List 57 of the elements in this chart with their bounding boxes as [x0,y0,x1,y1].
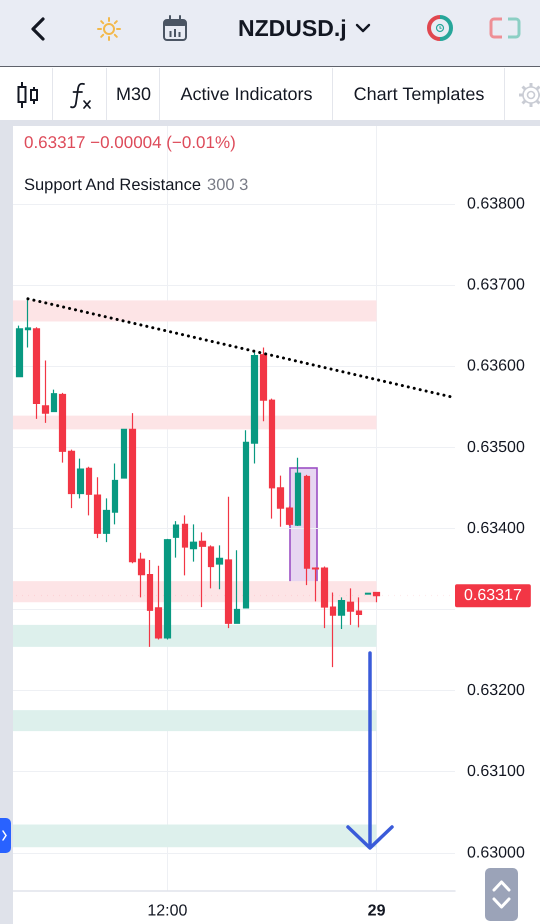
x-tick-label: 29 [368,902,386,920]
candlestick [24,298,32,348]
y-tick-label: 0.63600 [467,358,525,375]
candlestick [146,559,154,648]
candlestick [208,544,214,590]
candlestick [172,520,180,558]
text: Chart Templates [333,68,505,120]
candlestick [312,566,320,602]
candlestick [224,496,232,629]
candlestick [16,324,24,378]
candlestick [32,326,40,420]
y-tick-label: 0.63100 [467,763,525,780]
chart-subtitle: 0.63317 −0.00004 (−0.01%) [24,133,236,153]
candlestick [76,458,84,499]
y-tick-label: 0.63500 [467,438,525,456]
y-tick-label: 0.63700 [467,276,525,294]
candlestick [346,588,354,626]
y-tick-label: 0.63400 [467,520,525,537]
text: M30 [107,68,160,120]
candlestick [182,514,188,576]
candlestick [138,552,146,598]
candlestick [164,538,172,640]
candlestick [338,596,346,630]
candlestick [68,449,76,509]
ref-line-label: 0.63317 [464,587,522,604]
x-tick-label: 12:00 [147,902,188,920]
candlestick [50,389,58,412]
chart-title: NZDUSD.j [238,14,347,42]
candlestick [102,498,110,543]
candlestick [198,532,206,608]
candlestick [128,412,136,564]
candlestick [330,592,336,668]
candlestick [94,476,102,539]
candlestick [260,346,268,422]
y-tick-label: 0.63800 [467,195,525,212]
candlestick [372,592,380,603]
candlestick [42,360,50,424]
candlestick [112,462,118,525]
candlestick [190,524,198,562]
annotation: 300 3 [207,176,248,194]
candlestick [234,550,240,624]
candlestick [304,474,310,586]
candlestick [120,428,128,479]
candlestick [86,466,92,516]
candlestick [294,457,302,527]
annotation: Support And Resistance [24,176,202,194]
text: Active Indicators [160,68,333,120]
candlestick [242,430,250,608]
y-tick-label: 0.63000 [467,844,525,862]
candlestick [286,506,294,527]
y-tick-label: 0.63200 [467,682,525,700]
candlestick [58,392,66,464]
candlestick [154,565,162,640]
candlestick [250,352,258,464]
candlestick [268,398,276,520]
candlestick [216,544,224,590]
candlestick [276,475,284,528]
